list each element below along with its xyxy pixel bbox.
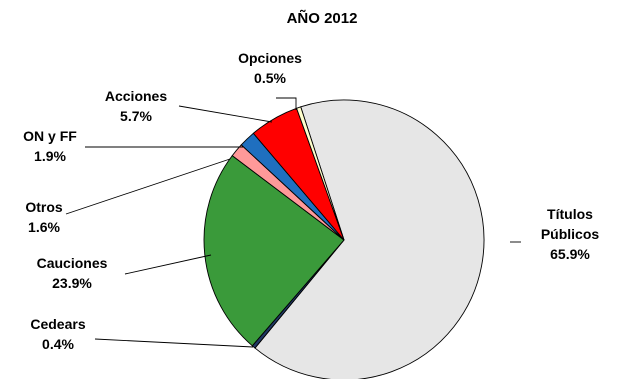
slice-label-otros: Otros 1.6%: [25, 199, 63, 235]
pie-slice-opciones: [295, 106, 345, 241]
pie-slice-cauciones: [203, 155, 345, 347]
slice-label-acciones: Acciones 5.7%: [105, 88, 167, 124]
slice-labels: Títulos Públicos 65.9% Cedears 0.4% Cauciones…: [23, 50, 599, 352]
leader-line-otros: [65, 158, 231, 215]
leader-line-acciones: [178, 105, 273, 123]
leader-line-cedears: [94, 338, 254, 348]
slice-label-cauciones: Cauciones 23.9%: [37, 255, 108, 291]
chart-title: AÑO 2012: [287, 9, 358, 27]
leader-line-cauciones: [124, 254, 212, 275]
leader-line-opciones: [276, 97, 297, 110]
slice-label-t-tulos-p-blicos: Títulos Públicos 65.9%: [541, 206, 600, 262]
pie-slice-t-tulos-p-blicos: [254, 99, 485, 379]
pie-slices: [203, 99, 485, 379]
slice-label-on-y-ff: ON y FF 1.9%: [23, 128, 77, 164]
leader-lines: [65, 97, 521, 348]
slice-label-cedears: Cedears 0.4%: [30, 316, 85, 352]
slice-label-opciones: Opciones 0.5%: [238, 50, 302, 86]
